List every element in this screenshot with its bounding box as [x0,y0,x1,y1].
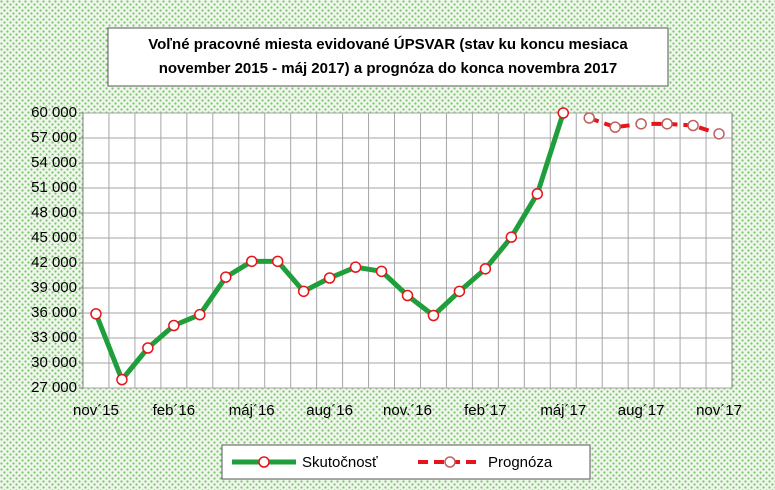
point [479,263,492,275]
point [453,285,466,298]
y-tick-label: 57 000 [31,129,77,146]
point [220,271,232,283]
point [297,285,310,298]
y-tick-label: 54 000 [31,154,77,171]
point [271,255,284,268]
point [375,265,388,278]
point [116,373,128,386]
plot-area [82,112,733,389]
legend-label: Prognóza [488,454,553,471]
x-tick-label: nov´15 [73,402,119,419]
point [609,121,621,133]
y-tick-label: 42 000 [31,254,77,271]
point [90,308,102,320]
x-tick-label: nov´17 [696,402,742,419]
chart-title: november 2015 - máj 2017) a prognóza do … [159,60,618,77]
chart-title: Voľné pracovné miesta evidované ÚPSVAR (… [148,35,628,53]
x-tick-label: máj´17 [540,402,586,419]
point [713,128,725,140]
point [168,319,180,332]
point [557,107,570,119]
y-tick-label: 48 000 [31,204,77,221]
point [687,119,699,132]
x-tick-label: aug´17 [618,402,665,419]
y-tick-label: 45 000 [31,229,77,246]
point [661,118,673,130]
point [427,309,440,322]
y-tick-label: 51 000 [31,179,77,196]
point [531,188,544,200]
x-tick-label: nov.´16 [383,402,432,419]
x-tick-label: aug´16 [306,402,353,419]
legend-marker [258,456,270,468]
x-tick-label: feb´17 [464,402,507,419]
point [142,342,154,354]
point [505,231,518,243]
point [323,272,336,284]
y-tick-label: 39 000 [31,279,77,296]
y-tick-label: 33 000 [31,329,77,346]
x-tick-label: máj´16 [229,402,275,419]
y-tick-label: 27 000 [31,379,77,396]
point [401,289,414,302]
point [635,118,647,130]
legend-label: Skutočnosť [302,454,378,471]
y-tick-label: 60 000 [31,104,77,121]
point [349,261,362,273]
legend-marker [444,456,456,468]
y-tick-label: 30 000 [31,354,77,371]
x-tick-label: feb´16 [153,402,196,419]
point [245,255,258,268]
title-box [107,27,669,87]
point [583,112,595,124]
y-tick-label: 36 000 [31,304,77,321]
point [194,308,206,321]
